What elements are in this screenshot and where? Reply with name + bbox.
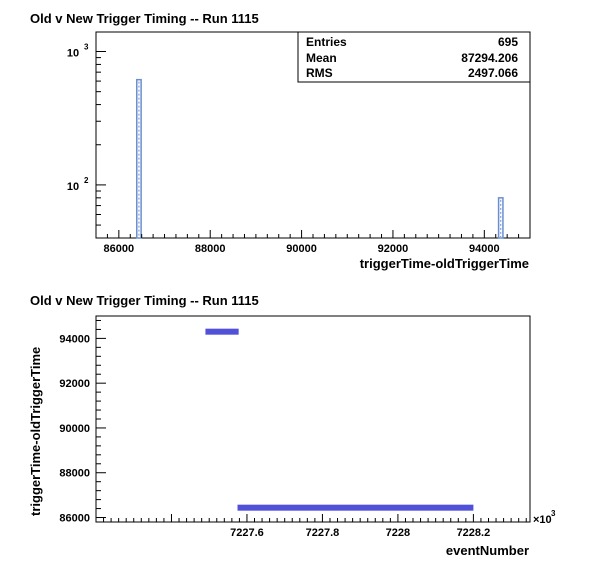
y-tick-label-base: 10 — [67, 47, 79, 59]
panel2-x-axis-label: eventNumber — [446, 543, 529, 558]
y-tick-label-base: 10 — [67, 181, 79, 193]
panel1-x-axis-label: triggerTime-oldTriggerTime — [360, 256, 529, 271]
y-tick-label: 86000 — [59, 513, 90, 525]
stats-rms-value: 2497.066 — [468, 66, 518, 80]
stats-mean-value: 87294.206 — [461, 51, 518, 65]
panel1-bars — [136, 78, 504, 239]
panel2-y-axis-label: triggerTime-oldTriggerTime — [28, 347, 43, 516]
x-multiplier-base: ×10 — [533, 514, 552, 526]
histogram-bar-1 — [497, 197, 504, 239]
panel2-y-axis: 86000 88000 90000 92000 94000 — [59, 319, 106, 525]
panel2-points — [205, 328, 474, 511]
panel1-title: Old v New Trigger Timing -- Run 1115 — [30, 11, 259, 26]
stats-rms-label: RMS — [306, 66, 333, 80]
stats-entries-label: Entries — [306, 35, 347, 49]
panel2-title: Old v New Trigger Timing -- Run 1115 — [30, 293, 259, 308]
y-tick-label-exponent: 2 — [84, 176, 89, 185]
x-tick-label: 7228.2 — [457, 527, 491, 539]
stats-box-frame — [297, 31, 531, 83]
stats-mean-label: Mean — [306, 51, 337, 65]
data-band-0 — [205, 328, 239, 335]
panel2-frame — [95, 315, 531, 523]
x-tick-label: 94000 — [469, 243, 500, 255]
y-tick-label: 92000 — [59, 378, 90, 390]
x-tick-label: 92000 — [378, 243, 409, 255]
y-tick-label: 94000 — [59, 333, 90, 345]
stats-box: Entries 695 Mean 87294.206 RMS 2497.066 — [297, 31, 531, 83]
y-tick-label-exponent: 3 — [84, 42, 89, 51]
x-tick-label: 7227.6 — [230, 527, 264, 539]
x-tick-label: 7228 — [386, 527, 410, 539]
panel2-x-axis: 7227.6 7227.8 7228 7228.2 — [95, 514, 527, 539]
x-multiplier-exponent: 3 — [551, 509, 556, 518]
x-tick-label: 90000 — [286, 243, 317, 255]
panel1-x-axis: 86000 88000 90000 92000 94000 — [95, 230, 531, 255]
stats-entries-value: 695 — [498, 35, 518, 49]
y-tick-label: 90000 — [59, 423, 90, 435]
x-tick-label: 7227.8 — [306, 527, 340, 539]
y-tick-label: 88000 — [59, 468, 90, 480]
panel2-x-multiplier: ×10 3 — [533, 509, 556, 526]
x-tick-label: 88000 — [195, 243, 226, 255]
panel1-y-axis: 10 2 10 3 — [67, 42, 106, 239]
x-tick-label: 86000 — [104, 243, 135, 255]
data-band-1 — [237, 504, 474, 511]
